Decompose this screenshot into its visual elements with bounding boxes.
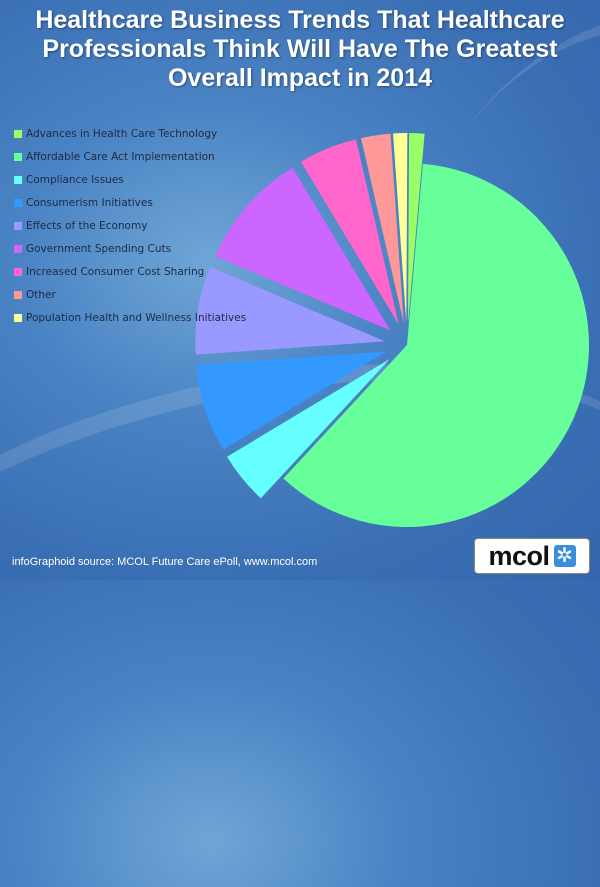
legend-swatch (14, 267, 22, 276)
legend-label: Compliance Issues (26, 173, 124, 186)
legend-item: Effects of the Economy (14, 214, 246, 237)
legend-item: Population Health and Wellness Initiativ… (14, 306, 246, 329)
pie-slice-compliance-issues (227, 358, 390, 499)
title-line: Professionals Think Will Have The Greate… (42, 35, 558, 63)
legend-label: Consumerism Initiatives (26, 196, 153, 209)
pie-slice-effects-of-the-economy (195, 267, 386, 355)
legend-item: Consumerism Initiatives (14, 191, 246, 214)
legend-swatch (14, 313, 22, 322)
pie-slice-increased-consumer-cost-sharing (300, 139, 399, 325)
legend-swatch (14, 175, 22, 184)
legend-label: Increased Consumer Cost Sharing (26, 265, 205, 278)
legend-item: Compliance Issues (14, 168, 246, 191)
pie-slice-government-spending-cuts (215, 167, 391, 331)
legend-swatch (14, 221, 22, 230)
source-note: infoGraphoid source: MCOL Future Care eP… (12, 556, 318, 568)
legend-swatch (14, 152, 22, 161)
title-line: Overall Impact in 2014 (167, 64, 433, 92)
legend-item: Other (14, 283, 246, 306)
legend-label: Effects of the Economy (26, 219, 148, 232)
legend-label: Affordable Care Act Implementation (26, 150, 215, 163)
pie-chart (195, 133, 589, 527)
legend-item: Affordable Care Act Implementation (14, 145, 246, 168)
pie-slice-population-health-and-wellness-initiatives (393, 133, 408, 324)
legend-item: Increased Consumer Cost Sharing (14, 260, 246, 283)
legend-item: Advances in Health Care Technology (14, 122, 246, 145)
logo-text: mcol (488, 540, 550, 571)
asterisk-icon: ✲ (553, 545, 576, 567)
legend-swatch (14, 290, 22, 299)
mcol-logo: mcol ✲ (474, 538, 590, 574)
legend-label: Population Health and Wellness Initiativ… (26, 311, 247, 324)
chart-title: Healthcare Business Trends That Healthca… (0, 6, 600, 93)
pie-slice-consumerism-initiatives (196, 351, 387, 450)
legend: Advances in Health Care Technology Afford… (14, 122, 246, 329)
legend-label: Other (26, 288, 56, 301)
title-line: Healthcare Business Trends That Healthca… (35, 6, 565, 34)
pie-slice-advances-in-health-care-technology (408, 133, 425, 324)
pie-slice-affordable-care-act-implementation (283, 163, 589, 527)
pie-slice-other (361, 133, 404, 324)
legend-swatch (14, 198, 22, 207)
legend-swatch (14, 129, 22, 138)
legend-label: Government Spending Cuts (26, 242, 172, 255)
legend-label: Advances in Health Care Technology (26, 127, 218, 140)
legend-item: Government Spending Cuts (14, 237, 246, 260)
legend-swatch (14, 244, 22, 253)
